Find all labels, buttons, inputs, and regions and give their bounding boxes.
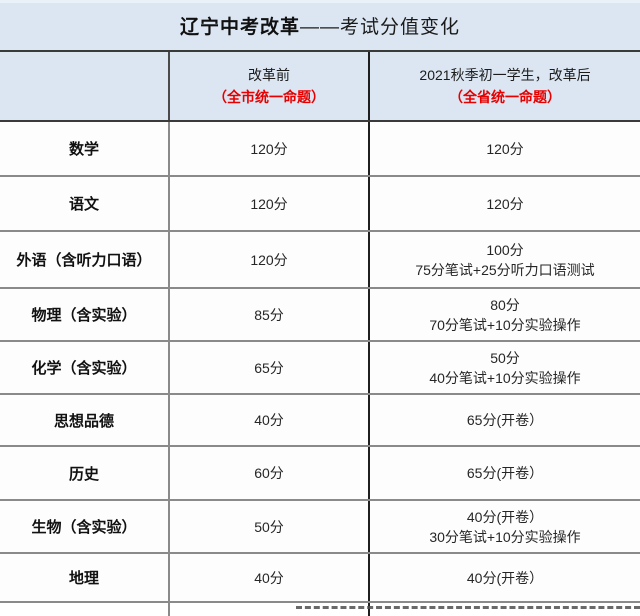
- after-score-main: 120分: [486, 195, 524, 212]
- after-score-detail: 75分笔试+25分听力口语测试: [415, 261, 595, 278]
- table-row: 思想品德 40分 65分(开卷）: [0, 395, 640, 447]
- after-score-cell: 50分 40分笔试+10分实验操作: [368, 342, 640, 393]
- table-row: 数学 120分 120分: [0, 122, 640, 177]
- before-score-cell: 120分: [168, 177, 368, 230]
- after-score-main: 80分: [490, 296, 520, 313]
- header-after-title: 2021秋季初一学生，改革后: [419, 67, 591, 83]
- after-score-cell: 40分(开卷） 30分笔试+10分实验操作: [368, 501, 640, 552]
- after-score-main: 65分(开卷）: [466, 465, 544, 481]
- header-before-title: 改革前: [248, 67, 290, 83]
- table-row: 语文 120分 120分: [0, 177, 640, 232]
- after-score-main: 50分: [490, 349, 520, 366]
- cutoff-after-cell: [368, 603, 640, 616]
- table-row: 历史 60分 65分(开卷）: [0, 447, 640, 501]
- page-title-bold: 辽宁中考改革: [179, 16, 300, 38]
- table-row: 物理（含实验） 85分 80分 70分笔试+10分实验操作: [0, 289, 640, 342]
- after-score-cell: 100分 75分笔试+25分听力口语测试: [368, 232, 640, 287]
- cutoff-row: [0, 603, 640, 616]
- header-before-subtitle: （全市统一命题）: [213, 89, 325, 105]
- after-score-main: 65分(开卷）: [466, 412, 544, 428]
- page-title-rest: ——考试分值变化: [300, 16, 461, 38]
- after-score-cell: 65分(开卷）: [368, 395, 640, 445]
- before-score-cell: 85分: [168, 289, 368, 340]
- after-score-cell: 80分 70分笔试+10分实验操作: [368, 289, 640, 340]
- watermark-cutoff-dashes: [296, 606, 640, 609]
- table-row: 化学（含实验） 65分 50分 40分笔试+10分实验操作: [0, 342, 640, 395]
- after-score-main: 120分: [486, 140, 524, 157]
- after-score-main: 40分(开卷）: [466, 569, 544, 586]
- header-subject-cell: [0, 52, 168, 120]
- after-score-cell: 65分(开卷）: [368, 447, 640, 499]
- cutoff-before-cell: [168, 603, 368, 616]
- after-score-main: 40分(开卷）: [466, 508, 544, 525]
- after-score-cell: 40分(开卷）: [368, 554, 640, 601]
- after-score-cell: 120分: [368, 177, 640, 230]
- table-row: 地理 40分 40分(开卷）: [0, 554, 640, 603]
- before-score-cell: 50分: [168, 501, 368, 552]
- subject-cell: 数学: [68, 141, 99, 158]
- header-before-cell: 改革前 （全市统一命题）: [168, 52, 368, 120]
- table-row: 生物（含实验） 50分 40分(开卷） 30分笔试+10分实验操作: [0, 501, 640, 554]
- before-score-cell: 60分: [168, 447, 368, 499]
- subject-cell: 物理（含实验）: [31, 307, 137, 324]
- subject-cell: 外语（含听力口语）: [16, 252, 152, 269]
- before-score-cell: 120分: [168, 122, 368, 175]
- after-score-detail: 40分笔试+10分实验操作: [429, 369, 581, 386]
- subject-cell: 地理: [68, 570, 99, 587]
- after-score-cell: 120分: [368, 122, 640, 175]
- cutoff-subject-cell: [0, 603, 168, 616]
- subject-cell: 语文: [68, 196, 99, 213]
- table-row: 外语（含听力口语） 120分 100分 75分笔试+25分听力口语测试: [0, 232, 640, 289]
- after-score-detail: 70分笔试+10分实验操作: [429, 316, 581, 333]
- before-score-cell: 40分: [168, 554, 368, 601]
- after-score-detail: 30分笔试+10分实验操作: [429, 528, 581, 545]
- before-score-cell: 40分: [168, 395, 368, 445]
- subject-cell: 历史: [68, 465, 99, 483]
- before-score-cell: 65分: [168, 342, 368, 393]
- header-after-subtitle: （全省统一命题）: [449, 89, 561, 105]
- table-header-row: 改革前 （全市统一命题） 2021秋季初一学生，改革后 （全省统一命题）: [0, 52, 640, 122]
- title-band: 辽宁中考改革 ——考试分值变化: [0, 0, 640, 52]
- subject-cell: 生物（含实验）: [31, 519, 137, 536]
- subject-cell: 思想品德: [53, 412, 114, 430]
- before-score-cell: 120分: [168, 232, 368, 287]
- header-after-cell: 2021秋季初一学生，改革后 （全省统一命题）: [368, 52, 640, 120]
- subject-cell: 化学（含实验）: [31, 360, 137, 377]
- after-score-main: 100分: [486, 241, 524, 258]
